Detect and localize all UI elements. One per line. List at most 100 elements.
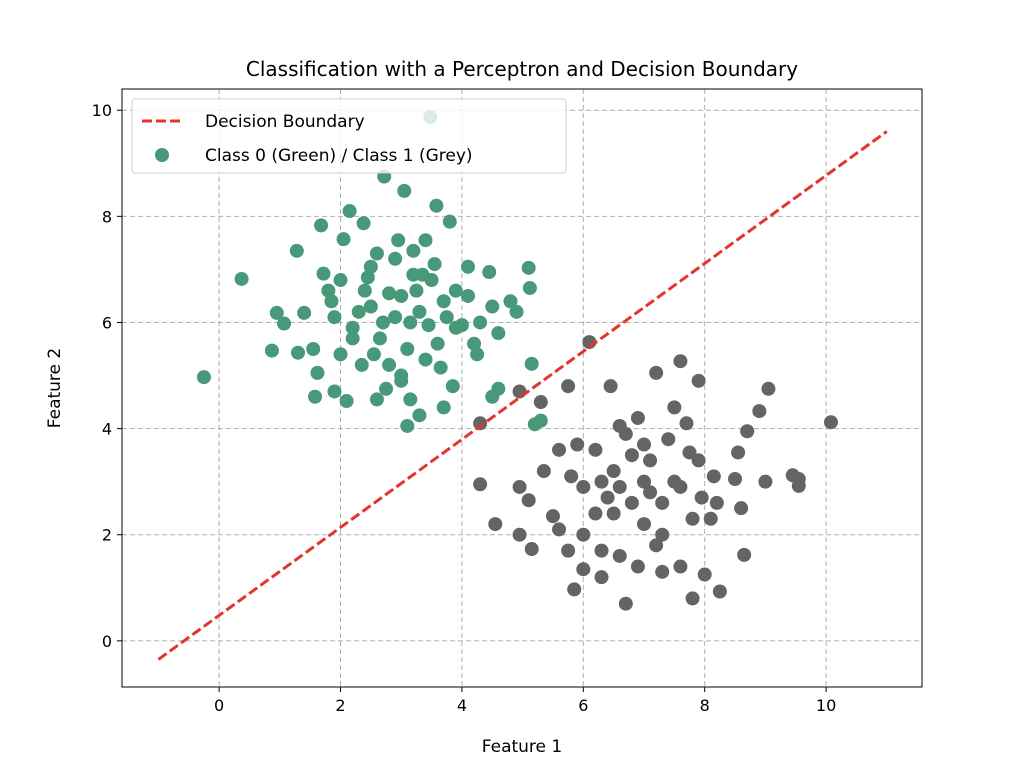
- point-class-0: [360, 270, 375, 285]
- point-class-0: [427, 257, 442, 272]
- point-class-0: [491, 381, 506, 396]
- point-class-0: [277, 316, 292, 331]
- point-class-1: [576, 479, 591, 494]
- chart-title: Classification with a Perceptron and Dec…: [246, 57, 798, 81]
- point-class-0: [339, 394, 354, 408]
- point-class-0: [448, 320, 463, 335]
- point-class-0: [382, 286, 397, 301]
- point-class-1: [512, 527, 527, 542]
- legend-label-classes: Class 0 (Green) / Class 1 (Grey): [205, 146, 473, 166]
- point-class-0: [333, 273, 348, 288]
- point-class-0: [412, 408, 427, 423]
- y-tick-label: 0: [102, 632, 112, 651]
- point-class-0: [306, 342, 321, 356]
- point-class-0: [418, 233, 433, 248]
- y-tick-label: 6: [102, 313, 112, 332]
- point-class-0: [382, 357, 397, 372]
- point-class-0: [291, 345, 306, 360]
- point-class-1: [612, 479, 627, 494]
- point-class-1: [679, 416, 694, 431]
- point-class-1: [682, 445, 697, 460]
- point-class-0: [460, 259, 475, 274]
- point-class-0: [289, 243, 304, 258]
- point-class-0: [363, 259, 378, 274]
- point-class-1: [588, 442, 603, 457]
- point-class-1: [600, 490, 615, 505]
- point-class-0: [336, 232, 351, 247]
- point-class-0: [391, 233, 406, 248]
- point-class-1: [706, 469, 721, 484]
- y-tick-label: 10: [92, 101, 112, 120]
- point-class-0: [372, 331, 387, 346]
- point-class-1: [606, 464, 621, 479]
- point-class-1: [673, 479, 688, 494]
- legend-box: [131, 98, 567, 174]
- point-class-1: [761, 381, 776, 396]
- point-class-1: [624, 495, 639, 510]
- point-class-0: [394, 373, 409, 388]
- point-class-0: [460, 288, 475, 303]
- point-class-0: [403, 392, 418, 407]
- point-class-1: [473, 477, 488, 492]
- point-class-0: [196, 370, 211, 385]
- point-class-1: [594, 474, 609, 489]
- point-class-1: [488, 517, 503, 532]
- point-class-1: [570, 437, 585, 452]
- point-class-1: [691, 453, 706, 468]
- legend-label-boundary: Decision Boundary: [205, 112, 365, 132]
- point-class-1: [512, 479, 527, 494]
- point-class-1: [612, 548, 627, 563]
- point-class-0: [397, 183, 412, 198]
- point-class-1: [655, 495, 670, 510]
- point-class-1: [624, 448, 639, 463]
- point-class-1: [643, 453, 658, 468]
- point-class-0: [269, 305, 284, 320]
- point-class-0: [234, 271, 249, 286]
- point-class-0: [369, 392, 384, 407]
- point-class-0: [421, 318, 436, 333]
- point-class-1: [673, 354, 688, 369]
- point-class-0: [533, 413, 548, 428]
- x-axis-label: Feature 1: [482, 737, 562, 757]
- point-class-0: [403, 315, 418, 330]
- point-class-0: [327, 384, 342, 399]
- point-class-1: [697, 567, 712, 582]
- x-tick-label: 2: [335, 696, 345, 715]
- point-class-1: [588, 506, 603, 521]
- point-class-0: [366, 347, 381, 362]
- point-class-1: [564, 469, 579, 484]
- point-class-0: [321, 283, 336, 298]
- y-tick-label: 2: [102, 526, 112, 545]
- point-class-0: [324, 294, 339, 309]
- point-class-1: [649, 365, 664, 380]
- point-class-0: [445, 379, 460, 394]
- point-class-0: [376, 315, 391, 330]
- point-class-1: [752, 404, 767, 419]
- point-class-0: [351, 304, 366, 319]
- point-class-1: [637, 517, 652, 532]
- point-class-0: [439, 310, 454, 325]
- point-class-1: [473, 416, 488, 431]
- point-class-1: [567, 582, 582, 597]
- point-class-0: [406, 243, 421, 258]
- point-class-0: [524, 356, 539, 371]
- point-class-1: [823, 415, 838, 430]
- point-class-1: [655, 564, 670, 579]
- point-class-1: [552, 522, 567, 537]
- point-class-1: [709, 495, 724, 510]
- point-class-0: [429, 198, 444, 213]
- point-class-1: [734, 501, 749, 516]
- point-class-0: [388, 310, 403, 325]
- point-class-1: [594, 543, 609, 558]
- point-class-1: [606, 506, 621, 521]
- x-tick-label: 0: [214, 696, 224, 715]
- point-class-1: [618, 596, 633, 611]
- point-class-0: [345, 331, 360, 346]
- point-class-0: [485, 299, 500, 314]
- point-class-1: [737, 547, 752, 562]
- point-class-1: [703, 511, 718, 526]
- point-class-1: [758, 474, 773, 489]
- point-class-0: [467, 336, 482, 351]
- point-class-1: [791, 472, 806, 486]
